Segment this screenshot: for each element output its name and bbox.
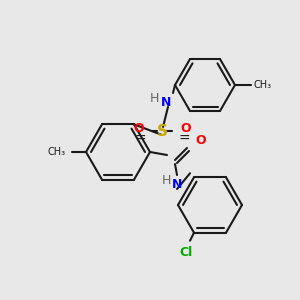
Text: CH₃: CH₃	[253, 80, 271, 90]
Text: N: N	[161, 97, 171, 110]
Text: S: S	[157, 124, 167, 139]
Text: H: H	[150, 92, 159, 106]
Text: N: N	[172, 178, 182, 191]
Text: O: O	[180, 122, 190, 134]
Text: =: =	[134, 132, 146, 146]
Text: H: H	[162, 175, 171, 188]
Text: Cl: Cl	[179, 246, 193, 259]
Text: O: O	[195, 134, 206, 146]
Text: =: =	[178, 132, 190, 146]
Text: O: O	[134, 122, 144, 134]
Text: CH₃: CH₃	[48, 147, 66, 157]
